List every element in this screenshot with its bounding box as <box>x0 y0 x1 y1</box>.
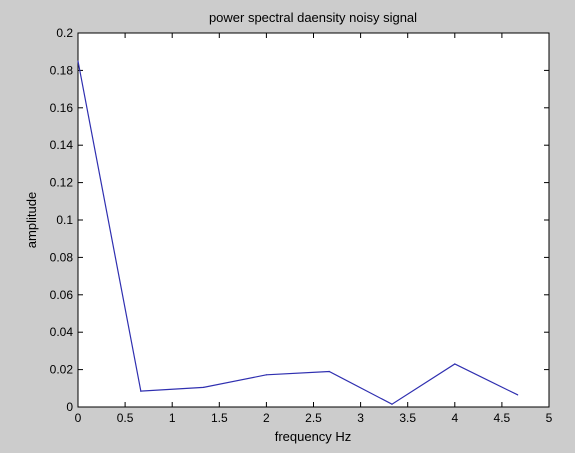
x-tick-label: 3.5 <box>399 411 416 425</box>
data-point <box>202 386 205 388</box>
data-point <box>391 403 393 405</box>
x-tick-label: 4.5 <box>494 411 511 425</box>
y-tick-label: 0.14 <box>50 138 74 152</box>
y-tick-label: 0.06 <box>50 288 74 302</box>
y-tick-label: 0.16 <box>50 101 74 115</box>
data-point <box>77 60 79 62</box>
y-tick-label: 0.12 <box>50 176 74 190</box>
y-tick-label: 0.04 <box>50 325 74 339</box>
x-tick-label: 0 <box>75 411 82 425</box>
x-tick-label: 1 <box>169 411 176 425</box>
y-tick-label: 0 <box>66 400 73 414</box>
chart-title: power spectral daensity noisy signal <box>209 10 417 25</box>
y-tick-label: 0.1 <box>56 213 73 227</box>
data-point <box>265 374 267 376</box>
x-tick-label: 2 <box>263 411 270 425</box>
x-tick-label: 0.5 <box>117 411 134 425</box>
data-point <box>454 363 456 365</box>
data-point <box>140 390 142 392</box>
y-tick-label: 0.2 <box>56 26 73 40</box>
series-line <box>77 60 518 405</box>
y-tick-label: 0.02 <box>50 363 74 377</box>
x-tick-label: 4 <box>451 411 458 425</box>
y-tick-label: 0.18 <box>50 63 74 77</box>
x-tick-label: 5 <box>546 411 553 425</box>
y-tick-label: 0.08 <box>50 250 74 264</box>
data-point <box>517 394 519 396</box>
x-tick-label: 2.5 <box>305 411 322 425</box>
x-axis-label: frequency Hz <box>275 429 352 444</box>
data-point <box>328 370 330 373</box>
y-axis-label: amplitude <box>24 192 39 248</box>
x-tick-label: 3 <box>357 411 364 425</box>
x-tick-label: 1.5 <box>211 411 228 425</box>
plot-area <box>77 32 550 408</box>
